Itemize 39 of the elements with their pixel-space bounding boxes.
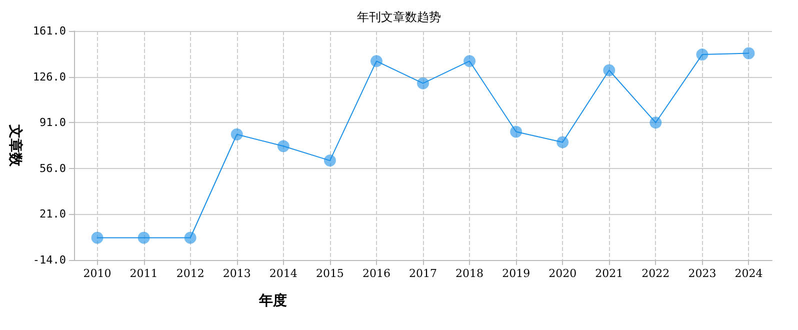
point	[464, 55, 476, 68]
point	[417, 77, 430, 90]
x-tick-label: 2011	[130, 267, 158, 280]
point	[742, 47, 755, 60]
point	[603, 64, 616, 76]
y-tick-label: 21.0	[40, 208, 66, 221]
x-tick-label: 2015	[316, 267, 344, 280]
point	[138, 232, 150, 244]
x-tick-label: 2012	[176, 267, 204, 280]
point	[556, 136, 569, 148]
point	[184, 232, 196, 244]
point	[230, 128, 243, 140]
point	[370, 55, 382, 68]
point	[650, 116, 662, 129]
y-tick-label: -14.0	[32, 254, 66, 266]
y-tick-label: 126.0	[32, 70, 66, 84]
point	[91, 232, 104, 244]
x-tick-label: 2010	[83, 267, 112, 280]
x-tick-label: 2022	[642, 267, 670, 280]
point	[324, 154, 336, 167]
x-tick-label: 2016	[362, 267, 390, 280]
y-tick-label: 56.0	[40, 162, 66, 175]
x-tick-label: 2021	[595, 267, 624, 280]
y-axis-title: 文章数	[7, 124, 24, 168]
point	[277, 140, 290, 152]
x-tick-label: 2024	[734, 267, 763, 280]
x-axis-title: 年度	[258, 292, 288, 309]
x-tick-label: 2019	[502, 267, 530, 280]
point	[696, 48, 708, 61]
x-tick-label: 2013	[222, 267, 251, 280]
y-tick-label: 161.0	[32, 24, 66, 38]
x-tick-label: 2020	[548, 267, 577, 280]
y-tick-label: 91.0	[40, 116, 66, 130]
x-tick-label: 2017	[409, 267, 438, 280]
chart-title: 年刊文章数趋势	[357, 10, 441, 24]
x-tick-label: 2014	[269, 267, 298, 280]
point	[510, 126, 522, 138]
x-tick-label: 2018	[456, 267, 484, 280]
x-tick-label: 2023	[688, 267, 716, 280]
